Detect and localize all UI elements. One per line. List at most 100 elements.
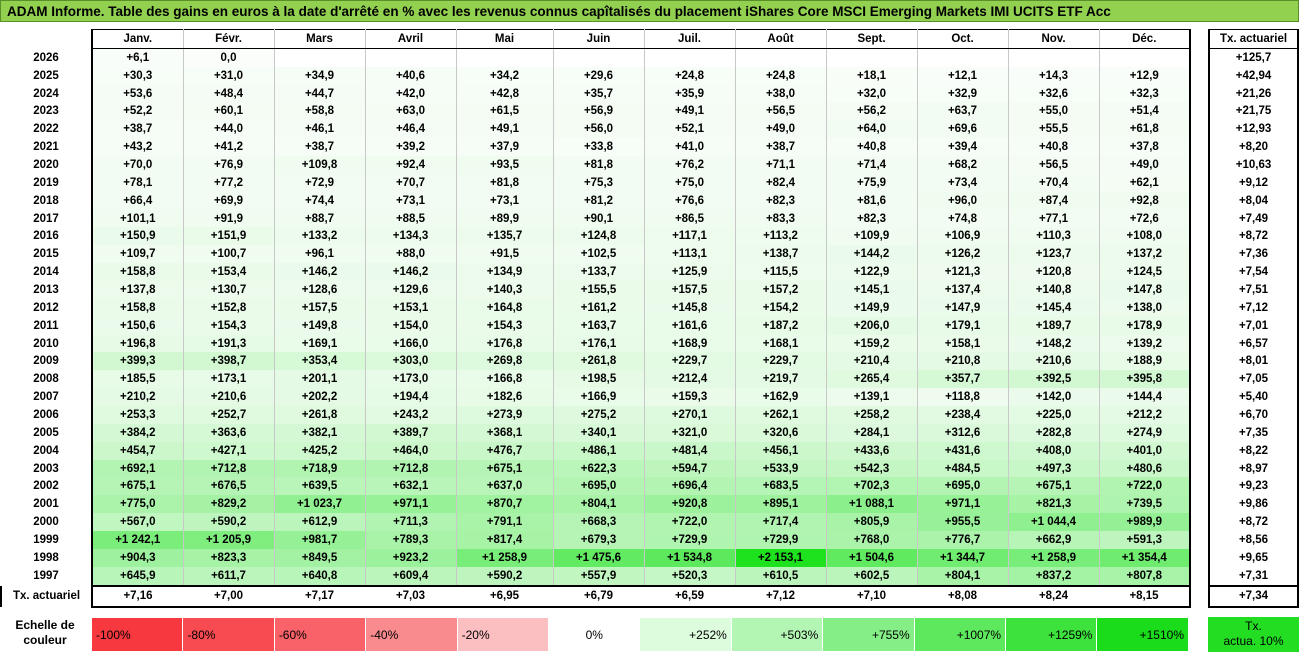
gain-cell: +41,2 [182, 138, 275, 157]
gain-cell: +72,9 [273, 173, 366, 192]
gain-cell: +147,9 [916, 298, 1009, 317]
gain-cell: +154,3 [182, 316, 275, 335]
gain-cell: +42,0 [364, 84, 457, 103]
gain-cell: +121,3 [916, 263, 1009, 282]
gain-cell: +895,1 [734, 495, 827, 514]
gain-cell: +321,0 [643, 423, 736, 442]
gain-cell: +274,9 [1098, 423, 1191, 442]
gain-cell: +821,3 [1007, 495, 1100, 514]
gain-cell: +40,8 [1007, 138, 1100, 157]
gain-cell: +12,1 [916, 66, 1009, 85]
gain-cell: +202,2 [273, 388, 366, 407]
actuarial-rate-cell: +7,35 [1208, 423, 1299, 442]
footer-rate-cell: +7,00 [183, 584, 274, 608]
gain-cell: +159,3 [643, 388, 736, 407]
gain-cell: +49,0 [734, 120, 827, 139]
gain-cell: +829,2 [182, 495, 275, 514]
side-row: +8,56 [1208, 531, 1299, 549]
gain-cell: +140,3 [455, 281, 554, 299]
gain-cell: +38,7 [91, 120, 184, 139]
year-label: 2015 [33, 248, 59, 261]
gain-cell: +212,4 [643, 370, 736, 389]
side-row: +6,57 [1208, 334, 1299, 353]
actuarial-rate-cell: +8,22 [1208, 441, 1299, 460]
year-label: 2002 [33, 480, 59, 493]
gain-cell: +722,0 [643, 513, 736, 532]
gain-cell: +602,5 [825, 566, 918, 587]
gain-cell: +68,2 [916, 156, 1009, 174]
gain-cell: +49,1 [643, 102, 736, 121]
table-row: 2017 +101,1 +91,9 +88,7 +88,5 +89,9 +90,1 +86,5… [1, 209, 1191, 228]
gain-cell: +261,8 [552, 352, 645, 371]
gain-cell: +157,2 [734, 281, 827, 299]
actuarial-rate-cell: +7,49 [1208, 209, 1299, 228]
actuarial-rate-cell: +42,94 [1208, 66, 1299, 85]
gain-cell [1007, 48, 1100, 67]
table-row: 2015 +109,7 +100,7 +96,1 +88,0 +91,5 +102,5 +11… [1, 245, 1191, 264]
gain-cell: +823,3 [182, 548, 275, 567]
month-header: Janv. [91, 29, 184, 49]
table-row: 2016 +150,9 +151,9 +133,2 +134,3 +135,7 +124,8… [1, 227, 1191, 246]
actuarial-rate-cell: +12,93 [1208, 120, 1299, 139]
color-scale-legend: -100% -80% -60% -40% -20% 0% +252% +503% +755% +1… [90, 617, 1189, 652]
gain-cell: +154,2 [734, 298, 827, 317]
gain-cell: +41,0 [643, 138, 736, 157]
gain-cell [455, 48, 554, 67]
gain-cell: +904,3 [91, 548, 184, 567]
gain-cell: +2 153,1 [734, 548, 827, 567]
side-row: +12,93 [1208, 120, 1299, 139]
gain-cell: +134,3 [364, 227, 457, 246]
gain-cell: +56,2 [825, 102, 918, 121]
table-row: 2025 +30,3 +31,0 +34,9 +40,6 +34,2 +29,6 +24,8 +… [1, 66, 1191, 85]
gain-cell: +42,8 [455, 84, 554, 103]
year-label: 2017 [33, 212, 59, 225]
gain-cell: +46,1 [273, 120, 366, 139]
gain-cell: +476,7 [455, 441, 554, 460]
gain-cell: +72,6 [1098, 209, 1191, 228]
table-row: 2021 +43,2 +41,2 +38,7 +39,2 +37,9 +33,8 +41,0 +… [1, 138, 1191, 157]
year-label: 2023 [33, 105, 59, 118]
gain-cell: +739,5 [1098, 495, 1191, 514]
gain-cell: +40,8 [825, 138, 918, 157]
table-row: 2000 +567,0 +590,2 +612,9 +711,3 +791,1 +668,3… [1, 513, 1191, 532]
gain-cell: +594,7 [643, 459, 736, 478]
year-label: 2020 [33, 158, 59, 171]
gain-cell: +1 344,7 [916, 548, 1009, 567]
table-row: 2004 +454,7 +427,1 +425,2 +464,0 +476,7 +486,1… [1, 441, 1191, 460]
actuarial-rate-table: Tx. actuariel +125,7 +42,94 +21,26 +21,75 +12… [1208, 29, 1299, 608]
gain-cell: +971,1 [916, 495, 1009, 514]
gain-cell: +542,3 [825, 459, 918, 478]
legend-swatch: -60% [273, 617, 367, 652]
gain-cell: +804,1 [552, 495, 645, 514]
gain-cell: +145,1 [825, 281, 918, 299]
side-row: +7,49 [1208, 209, 1299, 228]
year-label: 2018 [33, 194, 59, 207]
gain-cell: +1 475,6 [552, 548, 645, 567]
gain-cell: +431,6 [916, 441, 1009, 460]
gain-cell: +923,2 [364, 548, 457, 567]
gain-cell: +113,1 [643, 245, 736, 264]
gain-cell: +456,1 [734, 441, 827, 460]
gain-cell: +817,4 [455, 531, 554, 549]
gain-cell: +382,1 [273, 423, 366, 442]
gain-cell: +153,1 [364, 298, 457, 317]
month-header: Juil. [643, 29, 736, 49]
actuarial-rate-cell: +8,01 [1208, 352, 1299, 371]
side-row: +7,35 [1208, 423, 1299, 442]
side-row: +7,12 [1208, 298, 1299, 317]
gain-cell: +38,7 [734, 138, 827, 157]
gain-cell: +464,0 [364, 441, 457, 460]
table-row: 2001 +775,0 +829,2 +1 023,7 +971,1 +870,7 +804… [1, 495, 1191, 514]
gain-cell: +609,4 [364, 566, 457, 587]
year-label: 2003 [33, 462, 59, 475]
footer-rate-cell: +7,12 [735, 584, 826, 608]
legend-label: Echelle de couleur [0, 618, 90, 652]
gain-cell: +155,5 [552, 281, 645, 299]
gain-cell: +729,9 [734, 531, 827, 549]
actuarial-rate-cell: +10,63 [1208, 156, 1299, 174]
table-row: 2024 +53,6 +48,4 +44,7 +42,0 +42,8 +35,7 +35,9 +… [1, 84, 1191, 103]
gain-cell: +154,0 [364, 316, 457, 335]
year-label: 2013 [33, 283, 59, 296]
gain-cell: +77,1 [1007, 209, 1100, 228]
gain-cell: +39,2 [364, 138, 457, 157]
